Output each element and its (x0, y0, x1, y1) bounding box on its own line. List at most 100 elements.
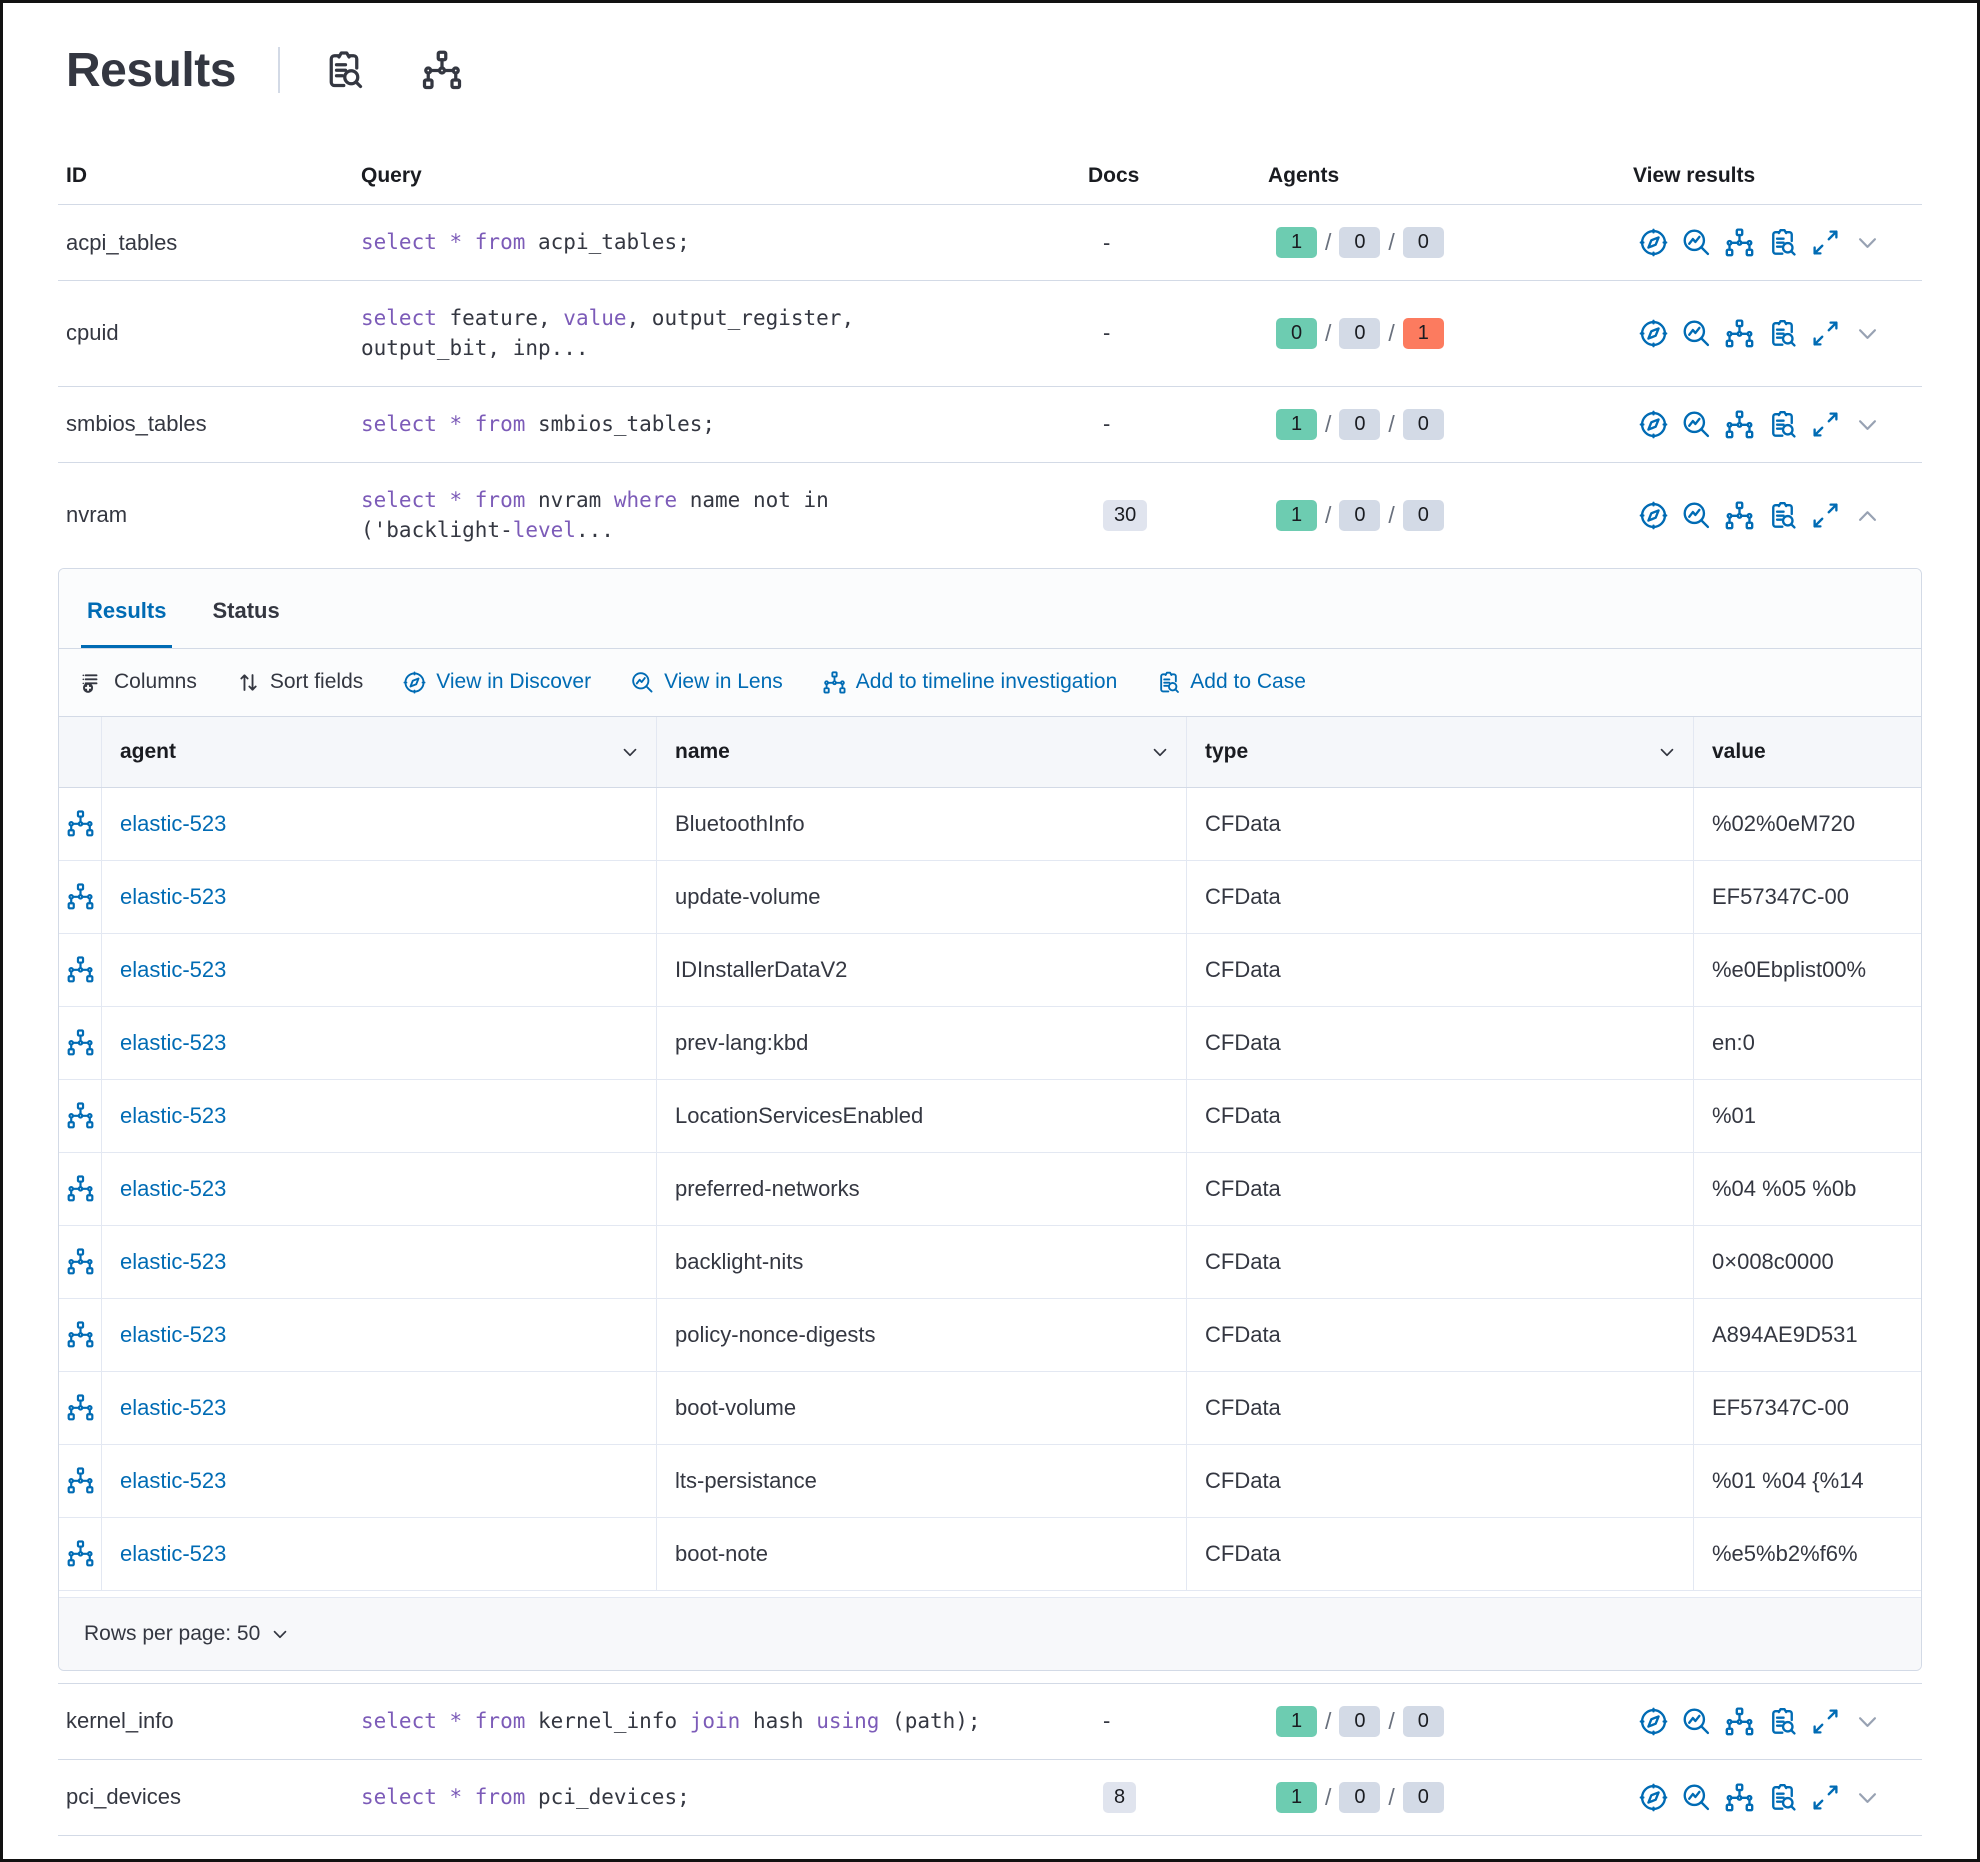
agent-link[interactable]: elastic-523 (120, 1321, 227, 1347)
cases-icon[interactable] (1768, 1783, 1797, 1812)
agent-link[interactable]: elastic-523 (120, 1175, 227, 1201)
expand-icon[interactable] (1811, 228, 1840, 257)
sql-text: name not in ('backlight- (361, 487, 829, 543)
cases-icon (1157, 671, 1180, 694)
cell-type: CFData (1186, 933, 1693, 1006)
sql-keyword: select (361, 306, 437, 330)
chevron-down-icon[interactable] (1854, 1784, 1881, 1811)
lens-icon[interactable] (1682, 228, 1711, 257)
timeline-icon[interactable] (1725, 1707, 1754, 1736)
sql-keyword: level (512, 518, 576, 543)
agents-status: 1 / 0 / 0 (1268, 1705, 1633, 1737)
agent-badge-default: 0 (1339, 499, 1381, 531)
sort-fields-button[interactable]: Sort fields (237, 670, 363, 694)
lens-icon[interactable] (1682, 319, 1711, 348)
timeline-icon[interactable] (67, 810, 94, 837)
chevron-down-icon (270, 1624, 290, 1644)
agent-link[interactable]: elastic-523 (120, 956, 227, 982)
row-actions (59, 1153, 101, 1225)
expand-icon[interactable] (1811, 1707, 1840, 1736)
timeline-icon[interactable] (1725, 410, 1754, 439)
discover-icon[interactable] (1639, 501, 1668, 530)
agent-link[interactable]: elastic-523 (120, 883, 227, 909)
tab-results[interactable]: Results (81, 598, 173, 648)
row-actions (59, 1007, 101, 1079)
agent-link[interactable]: elastic-523 (120, 1102, 227, 1128)
expand-icon[interactable] (1811, 501, 1840, 530)
chevron-down-icon[interactable] (1854, 320, 1881, 347)
add-to-timeline-investigation-button[interactable]: Add to timeline investigation (823, 670, 1117, 694)
lens-icon[interactable] (1682, 1783, 1711, 1812)
timeline-icon[interactable] (67, 1540, 94, 1567)
table-row: elastic-523 IDInstallerDataV2 CFData %e0Ebp… (59, 933, 1921, 1007)
timeline-icon[interactable] (1725, 319, 1754, 348)
cases-icon[interactable] (1768, 319, 1797, 348)
timeline-icon[interactable] (67, 1175, 94, 1202)
table-row: elastic-523 LocationServicesEnabled CFData… (59, 1079, 1921, 1153)
timeline-icon[interactable] (67, 1394, 94, 1421)
discover-icon[interactable] (1639, 1707, 1668, 1736)
expand-icon[interactable] (1811, 319, 1840, 348)
timeline-icon[interactable] (1725, 501, 1754, 530)
timeline-icon[interactable] (1725, 1783, 1754, 1812)
cell-agent: elastic-523 (101, 1079, 656, 1152)
agent-link[interactable]: elastic-523 (120, 1394, 227, 1420)
query-id: cpuid (66, 320, 119, 346)
discover-icon[interactable] (1639, 410, 1668, 439)
expand-icon[interactable] (1811, 1783, 1840, 1812)
cell-value: A894AE9D531 (1693, 1298, 1921, 1371)
chevron-down-icon[interactable] (1854, 411, 1881, 438)
tab-status[interactable]: Status (212, 597, 280, 623)
cases-icon[interactable] (1768, 501, 1797, 530)
timeline-icon[interactable] (67, 1102, 94, 1129)
columns-button[interactable]: Columns (81, 670, 197, 694)
grid-column-header-agent[interactable]: agent (101, 716, 656, 787)
grid-column-header-type[interactable]: type (1186, 716, 1693, 787)
title-divider (277, 47, 280, 93)
timeline-icon[interactable] (67, 1248, 94, 1275)
view-in-lens-button[interactable]: View in Lens (631, 670, 783, 694)
discover-icon[interactable] (1639, 228, 1668, 257)
cell-value: %01 (1693, 1079, 1921, 1152)
cases-icon[interactable] (1768, 1707, 1797, 1736)
chevron-up-icon[interactable] (1854, 502, 1881, 529)
lens-icon[interactable] (1682, 1707, 1711, 1736)
discover-icon[interactable] (1639, 1783, 1668, 1812)
rows-per-page-button[interactable]: Rows per page: 50 (84, 1622, 290, 1646)
view-in-discover-button[interactable]: View in Discover (403, 670, 591, 694)
grid-column-header-value[interactable]: value (1693, 716, 1921, 787)
page-header: Results (66, 37, 1922, 103)
grid-column-header-name[interactable]: name (656, 716, 1186, 787)
sql-text: hash (740, 1709, 817, 1734)
table-row: elastic-523 policy-nonce-digests CFData A89… (59, 1298, 1921, 1372)
row-actions (59, 1299, 101, 1371)
pack-icon[interactable] (422, 50, 462, 90)
agent-link[interactable]: elastic-523 (120, 1248, 227, 1274)
badge-separator: / (1388, 1707, 1395, 1734)
discover-icon[interactable] (1639, 319, 1668, 348)
agent-link[interactable]: elastic-523 (120, 1029, 227, 1055)
lens-icon[interactable] (1682, 501, 1711, 530)
columns-icon (81, 671, 104, 694)
live-query-icon[interactable] (324, 50, 364, 90)
chevron-down-icon[interactable] (1854, 1708, 1881, 1735)
lens-icon[interactable] (1682, 410, 1711, 439)
cases-icon[interactable] (1768, 228, 1797, 257)
agent-link[interactable]: elastic-523 (120, 1540, 227, 1566)
timeline-icon[interactable] (67, 1029, 94, 1056)
cases-icon[interactable] (1768, 410, 1797, 439)
chevron-down-icon[interactable] (1854, 229, 1881, 256)
timeline-icon[interactable] (67, 883, 94, 910)
timeline-icon[interactable] (67, 1321, 94, 1348)
timeline-icon[interactable] (67, 956, 94, 983)
expand-icon[interactable] (1811, 410, 1840, 439)
badge-separator: / (1388, 410, 1395, 437)
agent-link[interactable]: elastic-523 (120, 810, 227, 836)
add-to-case-button[interactable]: Add to Case (1157, 670, 1306, 694)
button-label: Sort fields (269, 670, 364, 694)
query-id: nvram (66, 502, 128, 528)
timeline-icon[interactable] (1725, 228, 1754, 257)
timeline-icon[interactable] (67, 1467, 94, 1494)
agent-link[interactable]: elastic-523 (120, 1467, 227, 1493)
sql-text: (path); (879, 1709, 981, 1734)
